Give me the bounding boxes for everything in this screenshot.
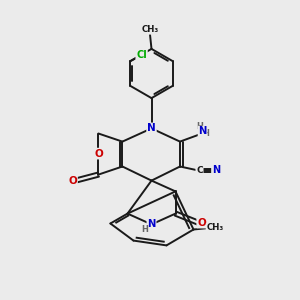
Text: N: N xyxy=(212,165,220,176)
Text: N: N xyxy=(147,219,156,230)
Text: CH₃: CH₃ xyxy=(141,25,159,34)
Text: H: H xyxy=(142,225,148,234)
Text: O: O xyxy=(94,148,103,159)
Text: N: N xyxy=(198,126,207,136)
Text: Cl: Cl xyxy=(136,50,147,60)
Text: H: H xyxy=(197,122,203,131)
Text: CH₃: CH₃ xyxy=(206,224,224,232)
Text: N: N xyxy=(147,123,156,134)
Text: H: H xyxy=(203,129,209,138)
Text: C: C xyxy=(196,166,203,175)
Text: O: O xyxy=(197,218,206,228)
Text: O: O xyxy=(68,176,77,186)
